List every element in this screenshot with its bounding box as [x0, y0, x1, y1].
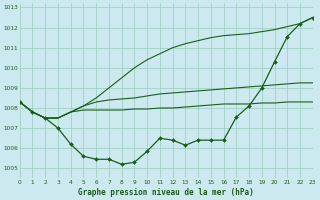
- X-axis label: Graphe pression niveau de la mer (hPa): Graphe pression niveau de la mer (hPa): [78, 188, 254, 197]
